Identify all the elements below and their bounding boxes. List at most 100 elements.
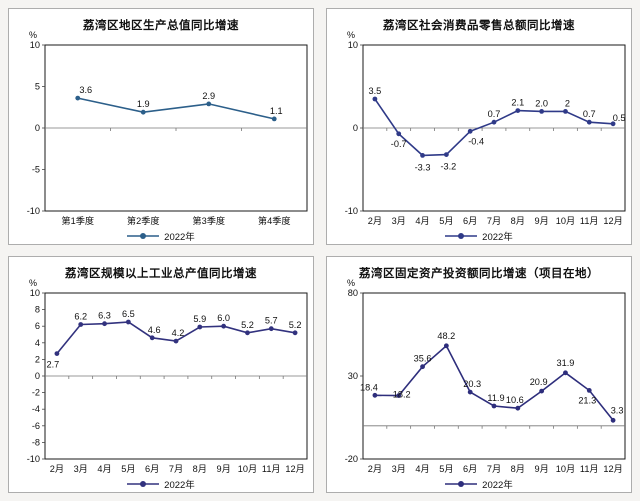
data-point-marker bbox=[467, 128, 473, 134]
x-axis-category-label: 4月 bbox=[97, 464, 111, 474]
data-point-marker bbox=[292, 330, 298, 336]
chart-panel-investment: 荔湾区固定资产投资额同比增速（项目在地） % 80 30 -20 2月 3月 4月 5月 6月 7… bbox=[326, 256, 632, 493]
data-point-marker bbox=[102, 321, 107, 327]
chart-title-industry: 荔湾区规模以上工业总产值同比增速 bbox=[65, 268, 257, 280]
data-point-label: 18.4 bbox=[360, 382, 378, 392]
data-point-label: 5.2 bbox=[289, 320, 302, 330]
x-axis-category-label: 10月 bbox=[556, 216, 575, 226]
x-axis-category-label: 10月 bbox=[238, 464, 257, 474]
retail-line-chart: %10 0 -10 2月 3月 4月 5月 6月 7月 8月 9月 10月 11月 12月 3.5 -0.7 -… bbox=[345, 30, 626, 226]
plot-area-border bbox=[362, 292, 626, 460]
x-axis-category-label: 4月 bbox=[415, 464, 429, 474]
chart-panel-gdp: 荔湾区地区生产总值同比增速 % 10 5 0 -5 -10 第1季度 第2季度 第3季度 第4季度… bbox=[8, 8, 314, 245]
series-line bbox=[77, 97, 275, 120]
data-point-marker bbox=[197, 324, 203, 330]
data-point-label: 5.7 bbox=[265, 316, 278, 326]
x-axis-category-label: 6月 bbox=[463, 216, 477, 226]
y-axis-tick-label: 0 bbox=[35, 371, 40, 381]
data-point-marker bbox=[221, 323, 227, 329]
y-axis-tick-label: -4 bbox=[32, 404, 40, 414]
legend-label: 2022年 bbox=[482, 479, 513, 491]
y-axis-tick-label: -6 bbox=[32, 421, 40, 431]
data-point-marker bbox=[610, 417, 616, 423]
data-point-label: 0.5 bbox=[613, 113, 626, 123]
x-axis-category-label: 11月 bbox=[262, 464, 281, 474]
y-axis-tick-label: -5 bbox=[32, 165, 40, 175]
y-axis-unit-label: % bbox=[347, 278, 355, 288]
data-point-label: 6.3 bbox=[98, 311, 111, 321]
y-axis-tick-label: 10 bbox=[348, 40, 358, 50]
chart-panel-retail: 荔湾区社会消费品零售总额同比增速 % 10 0 -10 2月 3月 4月 5月 6月 7月 8月 9月… bbox=[326, 8, 632, 245]
data-point-marker bbox=[586, 388, 592, 393]
data-point-label: 6.5 bbox=[122, 309, 135, 319]
data-point-label: 6.0 bbox=[217, 313, 230, 323]
data-point-label: 3.3 bbox=[611, 405, 624, 415]
legend-label: 2022年 bbox=[164, 479, 195, 491]
chart-title-gdp: 荔湾区地区生产总值同比增速 bbox=[83, 20, 239, 32]
x-axis-category-label: 3月 bbox=[392, 216, 406, 226]
x-axis-category-label: 5月 bbox=[439, 464, 453, 474]
y-axis-tick-label: 0 bbox=[35, 123, 40, 133]
x-axis-category-label: 2月 bbox=[50, 464, 64, 474]
x-axis-category-label: 10月 bbox=[556, 464, 575, 474]
data-point-label: 1.1 bbox=[270, 106, 283, 116]
x-axis-category-label: 11月 bbox=[580, 464, 599, 474]
x-axis-category-label: 6月 bbox=[145, 464, 159, 474]
data-point-marker bbox=[467, 389, 473, 395]
data-point-label: 48.2 bbox=[437, 331, 455, 341]
data-point-marker bbox=[420, 153, 425, 158]
data-point-marker bbox=[372, 96, 378, 102]
data-point-label: -0.7 bbox=[391, 139, 407, 149]
data-point-label: 21.3 bbox=[578, 395, 596, 405]
x-axis-category-label: 3月 bbox=[392, 464, 406, 474]
x-axis-category-label: 2月 bbox=[368, 464, 382, 474]
legend-line-marker-icon bbox=[127, 232, 160, 239]
data-point-marker bbox=[443, 343, 449, 349]
y-axis-tick-label: -2 bbox=[32, 388, 40, 398]
x-axis-category-label: 7月 bbox=[487, 216, 501, 226]
y-axis-tick-label: 2 bbox=[35, 354, 40, 364]
data-point-marker bbox=[206, 101, 212, 107]
data-point-label: 2.0 bbox=[535, 98, 548, 108]
legend-label: 2022年 bbox=[482, 231, 513, 243]
chart-legend-gdp: 2022年 bbox=[9, 228, 313, 243]
data-point-marker bbox=[539, 388, 545, 394]
data-point-marker bbox=[140, 109, 146, 115]
data-point-marker bbox=[420, 364, 425, 370]
y-axis-tick-label: 0 bbox=[353, 123, 358, 133]
chart-title-investment: 荔湾区固定资产投资额同比增速（项目在地） bbox=[359, 268, 599, 280]
data-point-label: 31.9 bbox=[557, 358, 575, 368]
data-point-label: 4.6 bbox=[148, 325, 161, 335]
data-point-marker bbox=[491, 403, 497, 409]
data-point-marker bbox=[173, 338, 179, 344]
x-axis-category-label: 5月 bbox=[121, 464, 135, 474]
legend-label: 2022年 bbox=[164, 231, 195, 243]
y-axis-tick-label: 10 bbox=[30, 40, 40, 50]
data-point-label: 35.6 bbox=[414, 354, 432, 364]
x-axis-category-label: 3月 bbox=[74, 464, 88, 474]
y-axis-tick-label: -10 bbox=[345, 206, 358, 216]
y-axis-tick-label: -20 bbox=[345, 454, 358, 464]
y-axis-tick-label: 30 bbox=[348, 371, 358, 381]
data-point-marker bbox=[443, 152, 449, 157]
y-axis-tick-label: 4 bbox=[35, 338, 40, 348]
chart-legend-retail: 2022年 bbox=[327, 228, 631, 243]
data-point-marker bbox=[245, 330, 250, 336]
data-point-marker bbox=[149, 335, 155, 341]
series-line bbox=[374, 98, 614, 157]
x-axis-category-label: 6月 bbox=[463, 464, 477, 474]
data-point-marker bbox=[78, 322, 84, 327]
data-point-label: 1.9 bbox=[137, 99, 150, 109]
data-point-marker bbox=[539, 109, 545, 114]
data-point-label: 2.1 bbox=[511, 98, 524, 108]
data-point-label: 11.9 bbox=[487, 393, 504, 403]
x-axis-category-label: 5月 bbox=[439, 216, 453, 226]
data-point-label: -0.4 bbox=[468, 136, 484, 146]
x-axis-category-label: 第3季度 bbox=[192, 215, 225, 226]
data-point-label: 20.3 bbox=[463, 379, 481, 389]
data-point-marker bbox=[586, 119, 592, 125]
data-point-label: 5.2 bbox=[241, 320, 254, 330]
data-point-marker bbox=[372, 392, 378, 398]
data-point-label: 20.9 bbox=[530, 377, 548, 387]
